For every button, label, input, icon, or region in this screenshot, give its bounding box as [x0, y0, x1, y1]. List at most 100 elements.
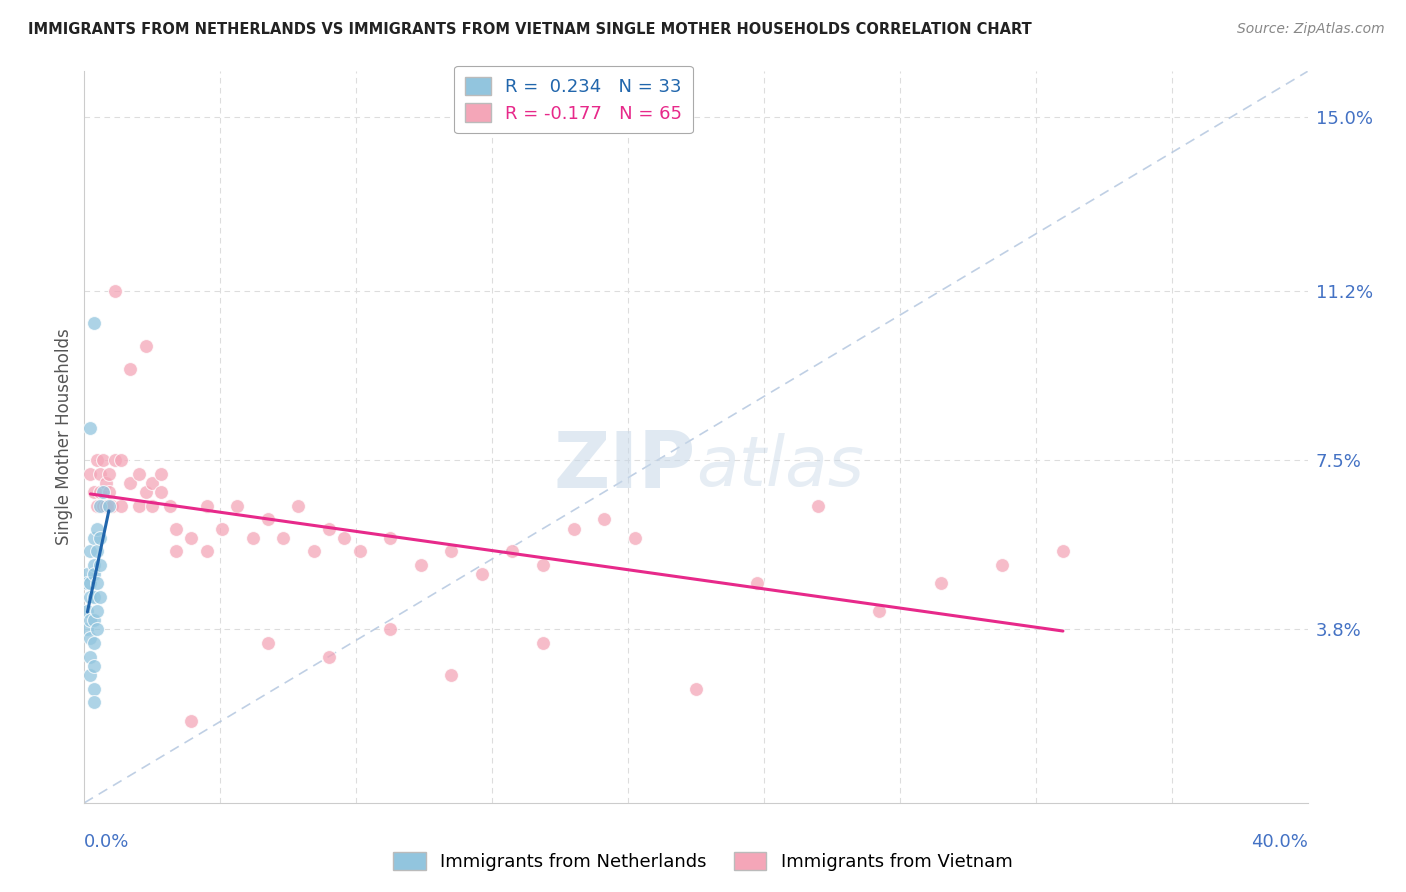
Point — [165, 521, 187, 535]
Point — [502, 544, 524, 558]
Point — [83, 531, 105, 545]
Point — [195, 544, 218, 558]
Point — [83, 567, 105, 582]
Point — [929, 576, 952, 591]
Text: Source: ZipAtlas.com: Source: ZipAtlas.com — [1237, 22, 1385, 37]
Point — [86, 576, 108, 591]
Point — [1052, 544, 1074, 558]
Point — [135, 485, 157, 500]
Point — [83, 485, 105, 500]
Point — [83, 558, 105, 573]
Legend: Immigrants from Netherlands, Immigrants from Vietnam: Immigrants from Netherlands, Immigrants … — [387, 845, 1019, 879]
Point — [97, 499, 120, 513]
Point — [83, 613, 105, 627]
Point — [86, 521, 108, 535]
Point — [83, 681, 105, 696]
Point — [318, 521, 340, 535]
Point — [83, 636, 105, 650]
Point — [89, 590, 111, 604]
Point — [149, 485, 172, 500]
Point — [211, 521, 233, 535]
Point — [91, 453, 114, 467]
Point — [97, 467, 120, 481]
Point — [302, 544, 325, 558]
Point — [471, 567, 494, 582]
Point — [76, 622, 98, 636]
Point — [991, 558, 1014, 573]
Point — [562, 521, 585, 535]
Point — [135, 338, 157, 352]
Point — [180, 714, 202, 728]
Point — [110, 453, 132, 467]
Point — [624, 531, 647, 545]
Point — [531, 558, 554, 573]
Point — [180, 531, 202, 545]
Point — [86, 544, 108, 558]
Point — [79, 649, 101, 664]
Point — [128, 499, 150, 513]
Point — [97, 485, 120, 500]
Point — [287, 499, 309, 513]
Text: atlas: atlas — [696, 433, 863, 500]
Point — [79, 576, 101, 591]
Point — [86, 622, 108, 636]
Point — [79, 613, 101, 627]
Point — [149, 467, 172, 481]
Point — [747, 576, 769, 591]
Point — [110, 499, 132, 513]
Point — [271, 531, 294, 545]
Point — [104, 284, 127, 298]
Point — [531, 636, 554, 650]
Point — [89, 467, 111, 481]
Point — [89, 558, 111, 573]
Text: IMMIGRANTS FROM NETHERLANDS VS IMMIGRANTS FROM VIETNAM SINGLE MOTHER HOUSEHOLDS : IMMIGRANTS FROM NETHERLANDS VS IMMIGRANT… — [28, 22, 1032, 37]
Y-axis label: Single Mother Households: Single Mother Households — [55, 329, 73, 545]
Point — [79, 421, 101, 435]
Point — [104, 453, 127, 467]
Point — [76, 567, 98, 582]
Point — [120, 361, 142, 376]
Point — [141, 499, 163, 513]
Point — [94, 499, 117, 513]
Point — [79, 667, 101, 681]
Point — [91, 485, 114, 500]
Point — [94, 475, 117, 490]
Point — [83, 316, 105, 330]
Point — [79, 544, 101, 558]
Text: ZIP: ZIP — [554, 428, 696, 504]
Point — [685, 681, 707, 696]
Point — [159, 499, 181, 513]
Point — [141, 475, 163, 490]
Point — [440, 544, 463, 558]
Point — [89, 485, 111, 500]
Point — [807, 499, 830, 513]
Point — [83, 590, 105, 604]
Point — [380, 531, 402, 545]
Point — [76, 604, 98, 618]
Point — [86, 453, 108, 467]
Point — [165, 544, 187, 558]
Point — [195, 499, 218, 513]
Point — [128, 467, 150, 481]
Point — [79, 632, 101, 646]
Point — [83, 658, 105, 673]
Point — [91, 499, 114, 513]
Point — [89, 531, 111, 545]
Point — [226, 499, 249, 513]
Legend: R =  0.234   N = 33, R = -0.177   N = 65: R = 0.234 N = 33, R = -0.177 N = 65 — [454, 66, 693, 133]
Point — [380, 622, 402, 636]
Point — [318, 649, 340, 664]
Point — [76, 576, 98, 591]
Text: 0.0%: 0.0% — [84, 833, 129, 851]
Point — [333, 531, 356, 545]
Point — [349, 544, 371, 558]
Point — [869, 604, 891, 618]
Point — [120, 475, 142, 490]
Point — [257, 636, 280, 650]
Point — [593, 512, 616, 526]
Text: 40.0%: 40.0% — [1251, 833, 1308, 851]
Point — [440, 667, 463, 681]
Point — [79, 467, 101, 481]
Point — [86, 499, 108, 513]
Point — [89, 499, 111, 513]
